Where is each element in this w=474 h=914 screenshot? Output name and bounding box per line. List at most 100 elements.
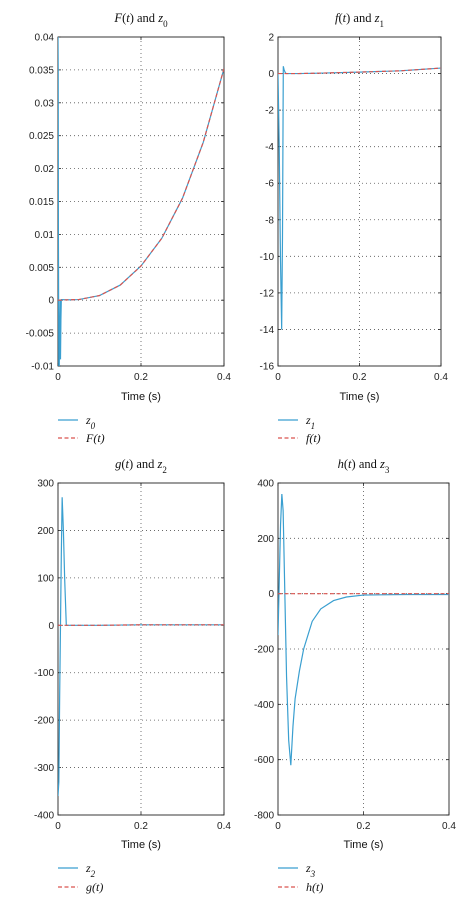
x-tick-label: 0: [55, 372, 61, 383]
title-part: z: [157, 457, 163, 471]
title-part: 0: [163, 19, 168, 29]
y-tick-label: -8: [265, 215, 274, 226]
y-tick-label: -16: [260, 362, 275, 373]
y-tick-label: 0: [48, 621, 54, 632]
legend-label-main: F(t): [85, 431, 105, 445]
chart-title: h(t) and z3: [338, 457, 390, 475]
title-part: z: [374, 11, 380, 25]
legend-label-main: z: [305, 861, 311, 875]
y-tick-label: 100: [37, 573, 54, 584]
title-part: F: [113, 11, 122, 25]
legend-label-sub: 1: [311, 421, 316, 431]
legend-label: h(t): [306, 880, 323, 894]
y-tick-label: -200: [34, 716, 54, 727]
y-tick-label: 200: [37, 526, 54, 537]
chart-panel-4: -800 -600 -400 -200 0 200 400 0 0.2 0.4 h(t) and z…: [254, 457, 456, 894]
title-part: t: [348, 457, 352, 471]
legend-label: z1: [305, 413, 315, 431]
title-part: f: [335, 11, 340, 25]
chart-title: f(t) and z1: [335, 11, 384, 29]
y-tick-label: -14: [260, 325, 275, 336]
chart-title: g(t) and z2: [115, 457, 167, 475]
series-line-ft: [278, 67, 441, 75]
title-part: h: [338, 457, 344, 471]
x-tick-label: 0.2: [134, 821, 148, 832]
x-axis-label: Time (s): [344, 839, 384, 851]
title-part: ) and: [129, 457, 157, 471]
y-tick-label: -10: [260, 252, 275, 263]
title-part: ) and: [130, 11, 158, 25]
x-axis-label: Time (s): [121, 391, 161, 403]
y-tick-label: -6: [265, 179, 274, 190]
title-part: g: [115, 457, 121, 471]
legend-label: z0: [85, 413, 96, 431]
x-tick-label: 0.2: [353, 372, 367, 383]
title-part: (: [344, 457, 348, 471]
title-part: 1: [379, 19, 384, 29]
y-tick-label: -12: [260, 288, 275, 299]
legend-label-main: z: [305, 413, 311, 427]
legend-label-main: h(t): [306, 880, 323, 894]
legend-label: f(t): [306, 431, 321, 445]
legend-label-main: f(t): [306, 431, 321, 445]
x-axis-label: Time (s): [340, 391, 380, 403]
x-tick-label: 0.2: [357, 821, 371, 832]
y-tick-label: 0.02: [35, 164, 55, 175]
legend-label-sub: 0: [91, 421, 96, 431]
y-tick-label: 0.005: [29, 263, 54, 274]
title-part: (: [122, 11, 126, 25]
y-tick-label: 0.035: [29, 65, 54, 76]
y-tick-label: -0.01: [31, 362, 54, 373]
y-tick-label: 0.01: [35, 230, 55, 241]
legend-label: g(t): [86, 880, 103, 894]
y-tick-label: -400: [34, 811, 54, 822]
y-tick-label: 200: [257, 534, 274, 545]
y-tick-label: -4: [265, 142, 274, 153]
x-tick-label: 0.4: [442, 821, 456, 832]
x-tick-label: 0.4: [217, 372, 231, 383]
legend-label-sub: 2: [91, 869, 96, 879]
chart-panel-3: -400 -300 -200 -100 0 100 200 300 0 0.2 0.4 g(t) an…: [34, 457, 231, 894]
title-part: z: [157, 11, 163, 25]
legend-label: z2: [85, 861, 96, 879]
y-tick-label: 400: [257, 479, 274, 490]
legend-label-main: g(t): [86, 880, 103, 894]
legend-label: F(t): [85, 431, 105, 445]
series-line-z3: [278, 494, 449, 766]
y-tick-label: -100: [34, 668, 54, 679]
y-tick-label: -400: [254, 700, 274, 711]
title-part: z: [379, 457, 385, 471]
legend-label-sub: 3: [310, 869, 316, 879]
series-line-ft: [58, 68, 224, 301]
x-axis-label: Time (s): [121, 839, 161, 851]
y-tick-label: -800: [254, 811, 274, 822]
y-tick-label: 0.025: [29, 131, 54, 142]
legend-label-main: z: [85, 413, 91, 427]
title-part: ) and: [352, 457, 380, 471]
y-tick-label: -2: [265, 106, 274, 117]
y-tick-label: 2: [268, 33, 274, 44]
x-tick-label: 0: [275, 821, 281, 832]
series-line-z2: [58, 497, 224, 797]
y-tick-label: 0.015: [29, 197, 54, 208]
y-tick-label: -300: [34, 763, 54, 774]
legend-label-main: z: [85, 861, 91, 875]
y-tick-label: 300: [37, 479, 54, 490]
plot-frame: [57, 482, 225, 816]
title-part: 3: [385, 465, 390, 475]
chart-panel-1: -0.01 -0.005 0 0.005 0.01 0.015 0.02 0.025 0.03 0…: [26, 11, 232, 445]
y-tick-label: -600: [254, 755, 274, 766]
x-tick-label: 0: [275, 372, 281, 383]
title-part: t: [343, 11, 347, 25]
legend-label: z3: [305, 861, 316, 879]
y-tick-label: -200: [254, 645, 274, 656]
title-part: (: [121, 457, 125, 471]
title-part: ) and: [346, 11, 374, 25]
y-tick-label: -0.005: [26, 329, 55, 340]
title-part: 2: [162, 465, 167, 475]
chart-title: F(t) and z0: [113, 11, 168, 29]
title-part: (: [338, 11, 342, 25]
y-tick-label: 0.03: [35, 98, 55, 109]
